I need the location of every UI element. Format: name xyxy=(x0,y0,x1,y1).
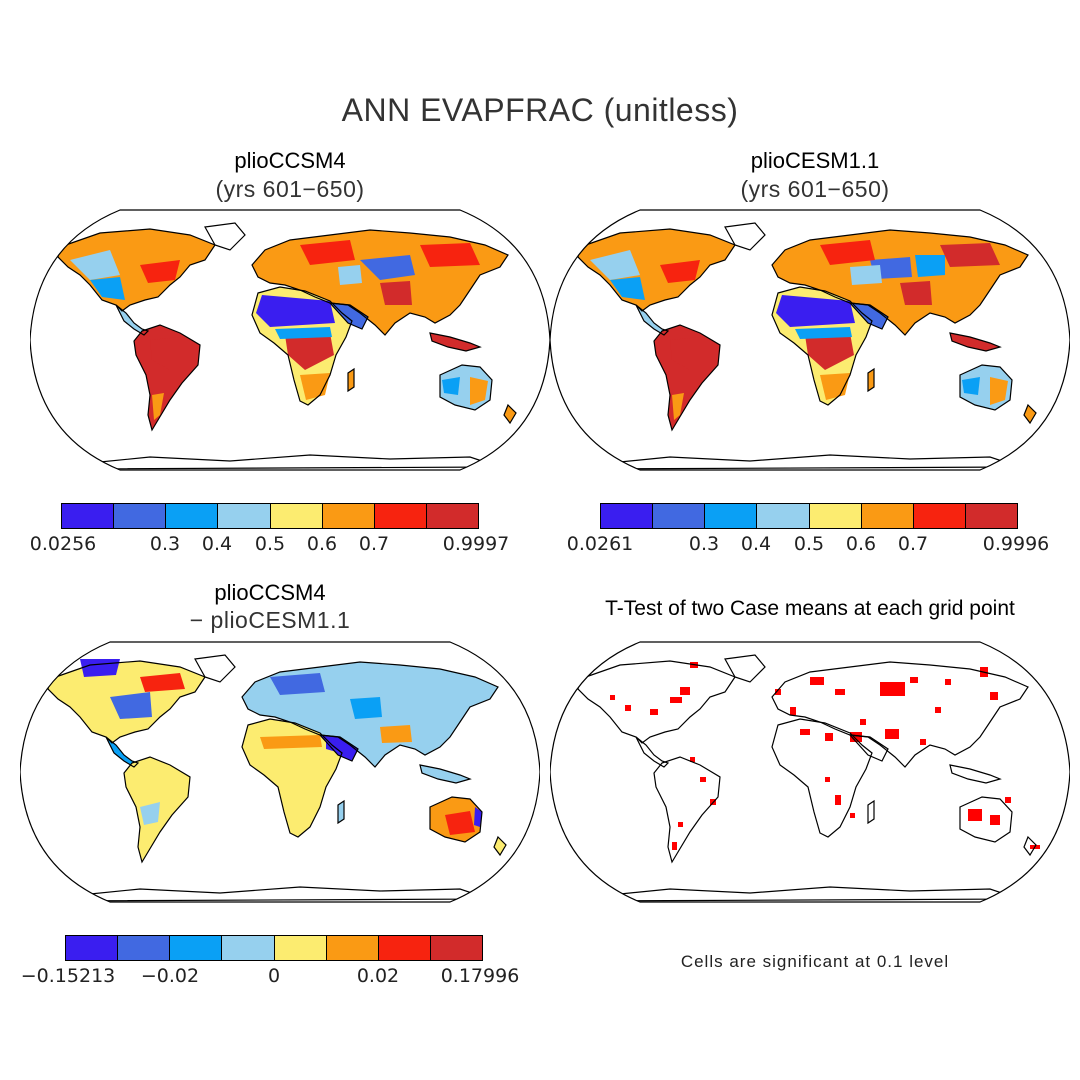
panel2-subtitle: (yrs 601−650) xyxy=(740,176,890,202)
map-plioCESM1.1 xyxy=(550,209,1070,471)
colorbar-tick: 0.6 xyxy=(306,533,338,555)
colorbar-tick: 0.6 xyxy=(845,533,877,555)
colorbar-swatch xyxy=(965,504,1017,528)
colorbar-swatch xyxy=(222,936,275,960)
colorbar-tick: 0.9997 xyxy=(442,533,510,555)
colorbar-plioCESM1.1 xyxy=(600,503,1018,529)
colorbar-swatch xyxy=(62,504,115,528)
colorbar-swatch xyxy=(653,504,706,528)
globe-border xyxy=(550,209,1070,471)
colorbar-swatch xyxy=(913,504,966,528)
colorbar-tick: 0.7 xyxy=(358,533,390,555)
colorbar-tick: 0.4 xyxy=(201,533,233,555)
map-plioCCSM4 xyxy=(30,209,550,471)
colorbar-swatch xyxy=(218,504,271,528)
colorbar-swatch xyxy=(322,504,375,528)
colorbar-swatch xyxy=(809,504,862,528)
significance-note: Cells are significant at 0.1 level xyxy=(680,952,950,971)
colorbar-swatch xyxy=(66,936,119,960)
colorbar-plioCCSM4 xyxy=(61,503,479,529)
colorbar-swatch xyxy=(601,504,654,528)
colorbar-difference xyxy=(65,935,483,961)
colorbar-swatch xyxy=(426,504,478,528)
colorbar-swatch xyxy=(118,936,171,960)
colorbar-swatch xyxy=(378,936,431,960)
colorbar-swatch xyxy=(757,504,810,528)
panel3-subtitle: − plioCESM1.1 xyxy=(189,607,351,633)
colorbar-tick: −0.15213 xyxy=(20,965,116,987)
map-difference xyxy=(20,641,540,903)
significant-cells xyxy=(610,662,1040,850)
colorbar-swatch xyxy=(274,936,327,960)
colorbar-tick: 0 xyxy=(267,965,281,987)
colorbar-swatch xyxy=(114,504,167,528)
colorbar-swatch xyxy=(374,504,427,528)
panel4-title: T-Test of two Case means at each grid po… xyxy=(605,597,1015,620)
globe-border xyxy=(20,641,540,903)
colorbar-swatch xyxy=(430,936,482,960)
land-fill xyxy=(48,655,506,901)
colorbar-tick: 0.3 xyxy=(688,533,720,555)
colorbar-swatch xyxy=(705,504,758,528)
panel3-title: plioCCSM4 xyxy=(214,580,326,605)
colorbar-tick: 0.17996 xyxy=(440,965,520,987)
land-fill xyxy=(58,223,516,469)
panel2-title: plioCESM1.1 xyxy=(750,148,880,173)
colorbar-swatch xyxy=(861,504,914,528)
colorbar-tick: 0.5 xyxy=(793,533,825,555)
figure-title: ANN EVAPFRAC (unitless) xyxy=(341,92,739,128)
colorbar-tick: −0.02 xyxy=(140,965,200,987)
colorbar-swatch xyxy=(166,504,219,528)
colorbar-tick: 0.7 xyxy=(897,533,929,555)
colorbar-tick: 0.5 xyxy=(254,533,286,555)
colorbar-swatch xyxy=(326,936,379,960)
globe-border xyxy=(550,641,1070,903)
colorbar-tick: 0.02 xyxy=(356,965,400,987)
panel1-title: plioCCSM4 xyxy=(234,148,346,173)
land-fill xyxy=(578,223,1036,469)
colorbar-swatch xyxy=(170,936,223,960)
globe-border xyxy=(30,209,550,471)
colorbar-tick: 0.3 xyxy=(149,533,181,555)
colorbar-tick: 0.4 xyxy=(740,533,772,555)
colorbar-tick: 0.0261 xyxy=(566,533,634,555)
panel1-subtitle: (yrs 601−650) xyxy=(215,176,365,202)
colorbar-tick: 0.0256 xyxy=(29,533,97,555)
map-ttest xyxy=(550,641,1070,903)
colorbar-tick: 0.9996 xyxy=(982,533,1050,555)
colorbar-swatch xyxy=(270,504,323,528)
